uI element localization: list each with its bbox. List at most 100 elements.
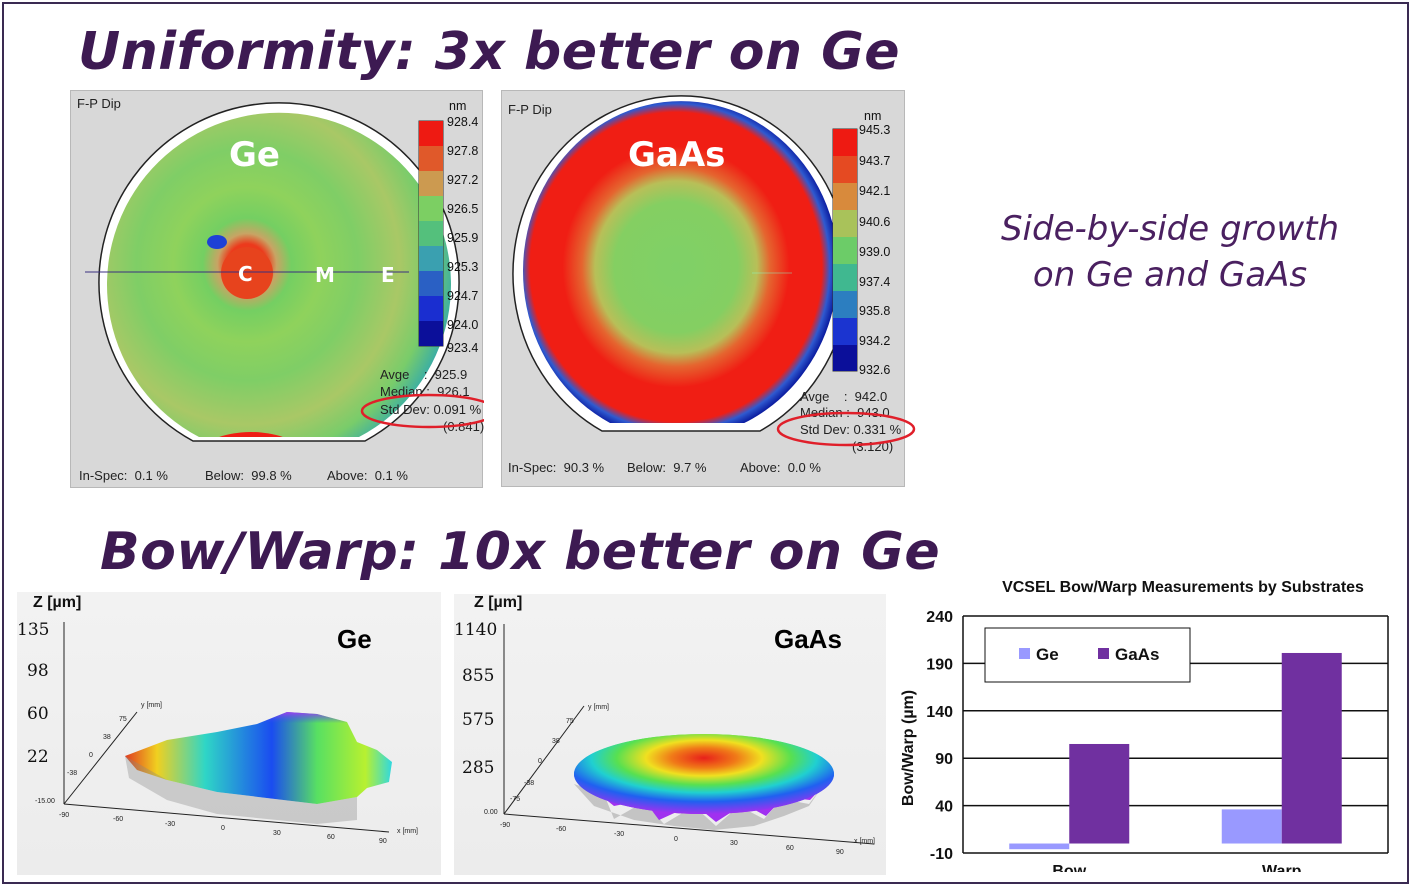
gaas-x-tick: 30 — [730, 840, 738, 847]
bar-ge-warp — [1221, 809, 1282, 844]
ge-scale-tick: 924.7 — [447, 289, 479, 303]
note-line-2: on Ge and GaAs — [1032, 255, 1308, 295]
chart-y-tick: 240 — [926, 609, 953, 626]
ge-scale-tick: 927.8 — [447, 144, 479, 158]
legend-swatch-ge — [1019, 648, 1030, 659]
gaas-scale-tick: 932.6 — [859, 363, 891, 377]
ge-map-label: Ge — [229, 135, 280, 175]
gaas-x-tick: 60 — [786, 845, 794, 852]
ge-panel-title: F-P Dip — [77, 96, 121, 111]
ge-scale-tick: 924.0 — [447, 318, 479, 332]
gaas-wafer-map — [512, 95, 858, 432]
gaas-stat-avge: Avge : 942.0 — [800, 389, 888, 404]
bar-ge-bow — [1009, 843, 1070, 850]
chart-y-tick: 190 — [926, 656, 953, 673]
gaas-stat-median: Median : 943.0 — [800, 405, 890, 420]
chart-title: VCSEL Bow/Warp Measurements by Substrate… — [1002, 579, 1364, 596]
gaas-footer-below: Below: 9.7 % — [627, 460, 707, 475]
bowwarp-bar-chart: VCSEL Bow/Warp Measurements by Substrate… — [900, 579, 1389, 872]
ge-x-axis-label: x [mm] — [397, 828, 418, 835]
ge-scale-tick: 928.4 — [447, 115, 479, 129]
ge-x-tick: 60 — [327, 834, 335, 841]
ge-x-tick: -90 — [59, 812, 70, 819]
ge-surface-title: Ge — [337, 624, 372, 654]
gaas-scale-tick: 945.3 — [859, 123, 891, 137]
ge-wafer-map — [85, 102, 460, 442]
gaas-scale-tick: 943.7 — [859, 154, 891, 168]
gaas-x-tick: -60 — [556, 826, 567, 833]
gaas-z-tick: 285 — [462, 758, 495, 778]
ge-z-tick: 22 — [27, 747, 49, 767]
chart-x-tick: Warp — [1262, 863, 1302, 872]
bowwarp-heading: Bow/Warp: 10x better on Ge — [100, 522, 941, 582]
gaas-y-tick: -38 — [524, 780, 535, 787]
gaas-map-label: GaAs — [628, 135, 726, 175]
bar-gaas-warp — [1281, 652, 1342, 844]
gaas-y-axis-label: y [mm] — [588, 704, 609, 711]
gaas-y-tick: 0 — [538, 758, 542, 765]
chart-legend: Ge GaAs — [984, 627, 1191, 683]
gaas-stat-extra: (3.120) — [852, 439, 894, 454]
gaas-x-tick: 90 — [836, 849, 844, 856]
ge-x-tick: -60 — [113, 816, 124, 823]
ge-z-axis-label: Z [µm] — [33, 594, 82, 611]
legend-swatch-gaas — [1098, 648, 1109, 659]
gaas-scale-tick: 940.6 — [859, 215, 891, 229]
gaas-x-tick: -90 — [500, 822, 511, 829]
ge-surface-graphic — [63, 622, 392, 833]
ge-scale-tick: 926.5 — [447, 202, 479, 216]
gaas-x-tick: 0 — [674, 836, 678, 843]
side-by-side-note: Side-by-side growth on Ge and GaAs — [985, 206, 1355, 298]
gaas-y-tick: 75 — [566, 718, 574, 725]
gaas-y-tick: -75 — [510, 796, 521, 803]
ge-stat-stddev: Std Dev: 0.091 % — [380, 402, 482, 417]
gaas-scale-unit: nm — [864, 109, 882, 123]
ge-y-tick: 0 — [89, 752, 93, 759]
gaas-scale-tick: 934.2 — [859, 334, 891, 348]
gaas-x-axis-label: x [mm] — [854, 838, 875, 845]
chart-y-tick: 40 — [935, 799, 953, 816]
ge-stat-median: Median : 926.1 — [380, 384, 470, 399]
ge-x-tick: -30 — [165, 821, 176, 828]
gaas-z-tick: 1140 — [454, 620, 498, 640]
gaas-scale-tick: 935.8 — [859, 304, 891, 318]
gaas-z-origin: 0.00 — [484, 809, 498, 816]
ge-footer-above: Above: 0.1 % — [327, 468, 408, 483]
chart-y-tick: 140 — [926, 704, 953, 721]
ge-scale-tick: 927.2 — [447, 173, 479, 187]
chart-y-tick: 90 — [935, 751, 953, 768]
ge-z-tick: 98 — [27, 661, 49, 681]
gaas-panel-title: F-P Dip — [508, 102, 552, 117]
gaas-z-axis-label: Z [µm] — [474, 594, 523, 611]
ge-scale-tick: 923.4 — [447, 341, 479, 355]
legend-label-ge: Ge — [1036, 645, 1059, 664]
chart-y-tick: -10 — [930, 846, 953, 863]
legend-label-gaas: GaAs — [1115, 645, 1159, 664]
chart-y-axis-label: Bow/Warp (µm) — [900, 690, 917, 806]
gaas-scale-tick: 942.1 — [859, 184, 891, 198]
ge-z-origin: -15.00 — [35, 798, 55, 805]
ge-y-tick: -38 — [67, 770, 78, 777]
gaas-surface-graphic — [503, 624, 875, 845]
ge-footer-below: Below: 99.8 % — [205, 468, 292, 483]
ge-z-tick: 135 — [17, 620, 50, 640]
ge-scale-tick: 925.3 — [447, 260, 479, 274]
ge-scale-unit: nm — [449, 99, 467, 113]
ge-marker-m: M — [315, 263, 335, 287]
gaas-scale-tick: 937.4 — [859, 275, 891, 289]
note-line-1: Side-by-side growth — [1000, 209, 1340, 249]
gaas-wafer-map-panel: F-P Dip GaAs — [501, 90, 916, 487]
gaas-y-tick: 38 — [552, 738, 560, 745]
ge-y-tick: 75 — [119, 716, 127, 723]
ge-z-tick: 60 — [27, 704, 49, 724]
ge-stat-extra: (0.841) — [443, 419, 485, 434]
ge-x-tick: 0 — [221, 825, 225, 832]
ge-surface-plot: Z [µm] 135 98 60 22 -15.00 y [mm] x [mm]… — [17, 592, 441, 875]
gaas-z-tick: 855 — [462, 666, 495, 686]
ge-marker-c: C — [238, 262, 253, 286]
gaas-scale-tick: 939.0 — [859, 245, 891, 259]
ge-x-tick: 30 — [273, 830, 281, 837]
ge-stat-avge: Avge : 925.9 — [380, 367, 468, 382]
ge-y-axis-label: y [mm] — [141, 702, 162, 709]
